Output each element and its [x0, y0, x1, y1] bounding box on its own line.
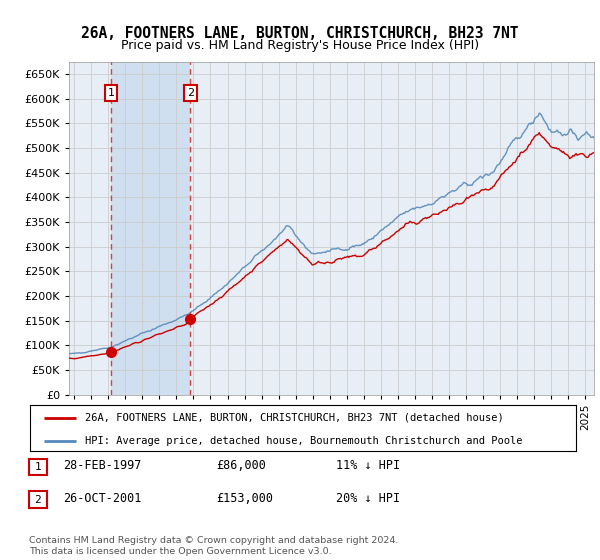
Text: Contains HM Land Registry data © Crown copyright and database right 2024.
This d: Contains HM Land Registry data © Crown c…	[29, 536, 398, 556]
Text: 1: 1	[107, 88, 115, 98]
Text: 2: 2	[187, 88, 194, 98]
Bar	[111, 62, 190, 395]
Text: 26A, FOOTNERS LANE, BURTON, CHRISTCHURCH, BH23 7NT: 26A, FOOTNERS LANE, BURTON, CHRISTCHURCH…	[81, 26, 519, 41]
Text: 1: 1	[34, 462, 41, 472]
Text: 2: 2	[34, 494, 41, 505]
Text: 26-OCT-2001: 26-OCT-2001	[63, 492, 142, 505]
Text: 20% ↓ HPI: 20% ↓ HPI	[336, 492, 400, 505]
Text: 28-FEB-1997: 28-FEB-1997	[63, 459, 142, 473]
Text: HPI: Average price, detached house, Bournemouth Christchurch and Poole: HPI: Average price, detached house, Bour…	[85, 436, 522, 446]
Text: Price paid vs. HM Land Registry's House Price Index (HPI): Price paid vs. HM Land Registry's House …	[121, 39, 479, 53]
Text: £153,000: £153,000	[216, 492, 273, 505]
Text: £86,000: £86,000	[216, 459, 266, 473]
Text: 26A, FOOTNERS LANE, BURTON, CHRISTCHURCH, BH23 7NT (detached house): 26A, FOOTNERS LANE, BURTON, CHRISTCHURCH…	[85, 413, 503, 423]
Text: 11% ↓ HPI: 11% ↓ HPI	[336, 459, 400, 473]
